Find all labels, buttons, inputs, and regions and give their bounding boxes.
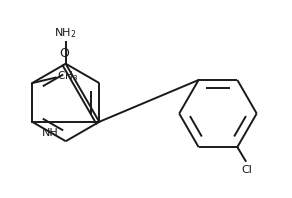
Text: NH$_2$: NH$_2$	[54, 26, 77, 40]
Text: NH: NH	[42, 128, 58, 138]
Text: Cl: Cl	[241, 165, 253, 175]
Text: O: O	[59, 47, 69, 60]
Text: CH$_3$: CH$_3$	[57, 69, 78, 83]
